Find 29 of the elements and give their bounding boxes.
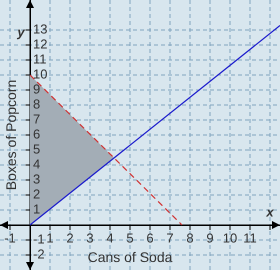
y-tick-label: 13 (33, 22, 48, 37)
x-tick-label: 7 (166, 230, 174, 246)
y-tick-label: 1 (33, 202, 40, 217)
x-tick-label: 10 (222, 230, 238, 246)
y-tick-label: 6 (33, 126, 40, 142)
y-tick-label: 2 (33, 186, 40, 202)
y-tick-label: 12 (33, 36, 48, 52)
annotation: x (265, 204, 274, 220)
x-tick-label: 3 (86, 230, 94, 246)
annotation: y (16, 24, 26, 40)
y-tick-label: 4 (33, 156, 40, 172)
y-tick-label: 9 (33, 82, 40, 97)
y-tick-label: 8 (33, 96, 40, 112)
y-tick-label: 3 (33, 172, 40, 187)
x-tick-label: 5 (126, 230, 134, 246)
x-axis-title: Cans of Soda (88, 248, 173, 265)
x-tick-label: 9 (206, 230, 214, 246)
x-tick-label: 11 (243, 230, 257, 246)
y-tick-label: 7 (33, 112, 40, 127)
x-tick-label: 2 (66, 230, 74, 246)
y-axis-title: Boxes of Popcorn (2, 80, 19, 190)
x-tick-label: 4 (106, 230, 114, 246)
y-tick-label: 11 (33, 52, 46, 67)
y-tick-label: 10 (33, 66, 48, 82)
x-tick-label: 8 (186, 230, 194, 246)
x-tick-label: -1 (4, 230, 16, 246)
x-tick-label: 6 (146, 230, 154, 246)
y-tick-label: 5 (33, 142, 40, 157)
y-tick-label: -2 (33, 246, 45, 262)
